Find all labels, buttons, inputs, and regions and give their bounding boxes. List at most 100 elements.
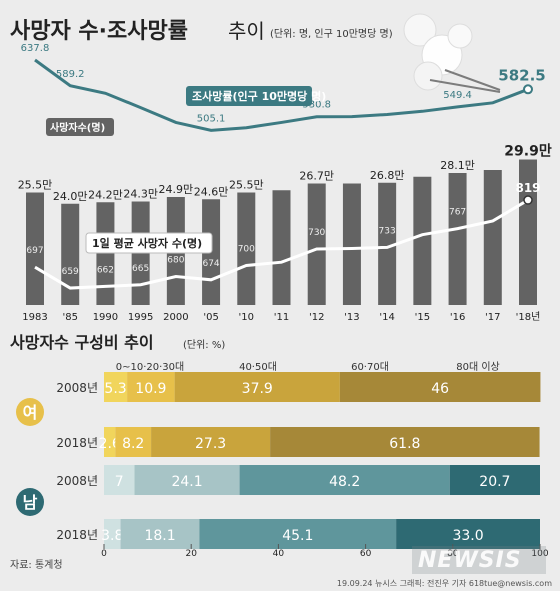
composition-segment	[134, 465, 240, 495]
death-count-label: 24.0만	[53, 190, 88, 203]
year-tick-label: '13	[344, 312, 359, 323]
death-trend-chart: 사망자 수·조사망률 추이 (단위: 명, 인구 10만명당 명) 25.5만2…	[10, 13, 552, 323]
composition-segment	[104, 519, 121, 549]
crude-death-rate-label: 549.4	[443, 90, 472, 101]
death-count-bar	[61, 203, 80, 305]
composition-segment	[127, 372, 175, 402]
composition-segment	[104, 465, 135, 495]
composition-value-label: 37.9	[242, 381, 273, 397]
crude-death-rate-label: 505.1	[197, 113, 226, 124]
year-tick-label: '05	[203, 312, 218, 323]
year-tick-label: '17	[485, 312, 500, 323]
death-count-bars	[26, 159, 537, 305]
row-year-label: 2018년	[56, 436, 98, 450]
daily-death-label: 662	[97, 265, 114, 275]
death-count-label: 24.2만	[88, 188, 123, 201]
composition-segment	[449, 465, 540, 495]
stacked-bars: 5.3 10.9 37.9 46 2.6 8.2 27.3 61.8 7 24.1 48.2 20.7…	[99, 372, 541, 549]
death-count-label: 25.5만	[18, 179, 53, 192]
death-count-bar	[237, 192, 256, 305]
daily-death-label: 700	[238, 245, 255, 255]
percent-tick-label: 40	[273, 549, 285, 558]
group-badge-male: 남	[16, 488, 44, 516]
legend-rate: 조사망률(인구 10만명당 명)	[186, 86, 326, 106]
death-count-label: 24.9만	[159, 183, 194, 196]
daily-death-series: 697 659 662 665 680 674 700 730 733 767 819	[26, 181, 541, 290]
death-count-bar	[413, 176, 432, 305]
death-count-bar	[26, 192, 44, 305]
row-year-label: 2008년	[56, 474, 98, 488]
crude-death-rate-line	[34, 58, 529, 132]
composition-value-label: 61.8	[389, 436, 420, 452]
composition-segment	[239, 465, 450, 495]
crude-death-rate-label: 582.5	[498, 66, 545, 84]
composition-value-label: 27.3	[195, 436, 226, 452]
death-count-bar	[96, 202, 115, 305]
row-year-label: 2018년	[56, 528, 98, 542]
newsis-watermark: NEWSIS	[418, 548, 522, 573]
daily-death-label: 665	[132, 264, 149, 274]
chart-title: 사망자 수·조사망률	[10, 19, 188, 44]
death-count-bar	[307, 183, 326, 305]
composition-value-label: 5.3	[104, 381, 126, 397]
death-count-bar	[378, 182, 397, 305]
daily-death-label: 674	[202, 259, 219, 269]
composition-value-label: 10.9	[135, 381, 166, 397]
watermark-box	[412, 546, 546, 574]
year-tick-label: '16	[450, 312, 465, 323]
crude-death-rate-point	[523, 84, 533, 95]
composition-value-label: 45.1	[282, 528, 313, 544]
year-tick-label: '15	[415, 312, 430, 323]
year-tick-label: 2000	[163, 312, 188, 323]
death-count-bar	[342, 183, 361, 305]
daily-death-label: 659	[62, 267, 79, 277]
crude-death-rate-label: 589.2	[56, 69, 85, 80]
death-count-label: 24.3만	[123, 188, 158, 201]
death-count-label: 25.5만	[229, 179, 264, 192]
segment-legend-label: 60·70대	[351, 361, 389, 373]
daily-death-point	[523, 195, 533, 205]
death-count-bar	[483, 170, 502, 305]
source-note: 자료: 통계청	[10, 560, 63, 571]
composition-segment	[270, 427, 540, 457]
year-tick-label: 1983	[22, 312, 47, 323]
composition-segment	[339, 372, 541, 402]
daily-death-label: 730	[308, 228, 325, 238]
year-tick-label: '12	[309, 312, 324, 323]
unit-note: (단위: 명, 인구 10만명당 명)	[270, 27, 393, 40]
year-axis: 1983 '85 1990 1995 2000 '05 '10 '11 '12 '13 '14 '15…	[22, 311, 540, 323]
composition-value-label: 2.6	[99, 436, 121, 452]
death-count-label: 28.1만	[440, 159, 475, 172]
death-count-bar	[272, 190, 291, 305]
daily-death-label: 819	[515, 181, 540, 195]
daily-death-label: 767	[449, 208, 466, 218]
composition-value-label: 46	[431, 381, 449, 397]
composition-segment	[104, 427, 116, 457]
composition-segment	[120, 519, 200, 549]
percent-tick-label: 20	[185, 549, 197, 558]
death-count-bar	[519, 159, 537, 305]
year-tick-label: '18년	[516, 311, 541, 323]
composition-value-label: 48.2	[329, 474, 360, 490]
composition-segment	[396, 519, 540, 549]
death-count-label: 24.6만	[194, 185, 229, 198]
row-year-label: 2008년	[56, 381, 98, 395]
year-tick-label: '10	[239, 312, 254, 323]
composition-segment	[115, 427, 152, 457]
legend-count: 사망자수(명)	[46, 118, 114, 136]
group-label-female: 여	[23, 403, 38, 422]
composition-value-label: 18.1	[144, 528, 175, 544]
composition-segment	[174, 372, 340, 402]
composition-value-label: 24.1	[171, 474, 202, 490]
crude-death-rate-label: 530.8	[302, 100, 331, 111]
year-tick-label: '85	[62, 312, 77, 323]
legend-daily: 1일 평균 사망자 수(명)	[85, 232, 213, 254]
composition-segment	[104, 372, 128, 402]
legend-daily-label: 1일 평균 사망자 수(명)	[92, 236, 202, 250]
segment-legend-label: 40·50대	[239, 361, 277, 373]
death-count-label: 29.9만	[504, 144, 552, 160]
segment-legend-label: 80대 이상	[456, 361, 500, 373]
group-badge-female: 여	[16, 398, 44, 426]
chart-title-suffix: 추이	[228, 19, 265, 43]
